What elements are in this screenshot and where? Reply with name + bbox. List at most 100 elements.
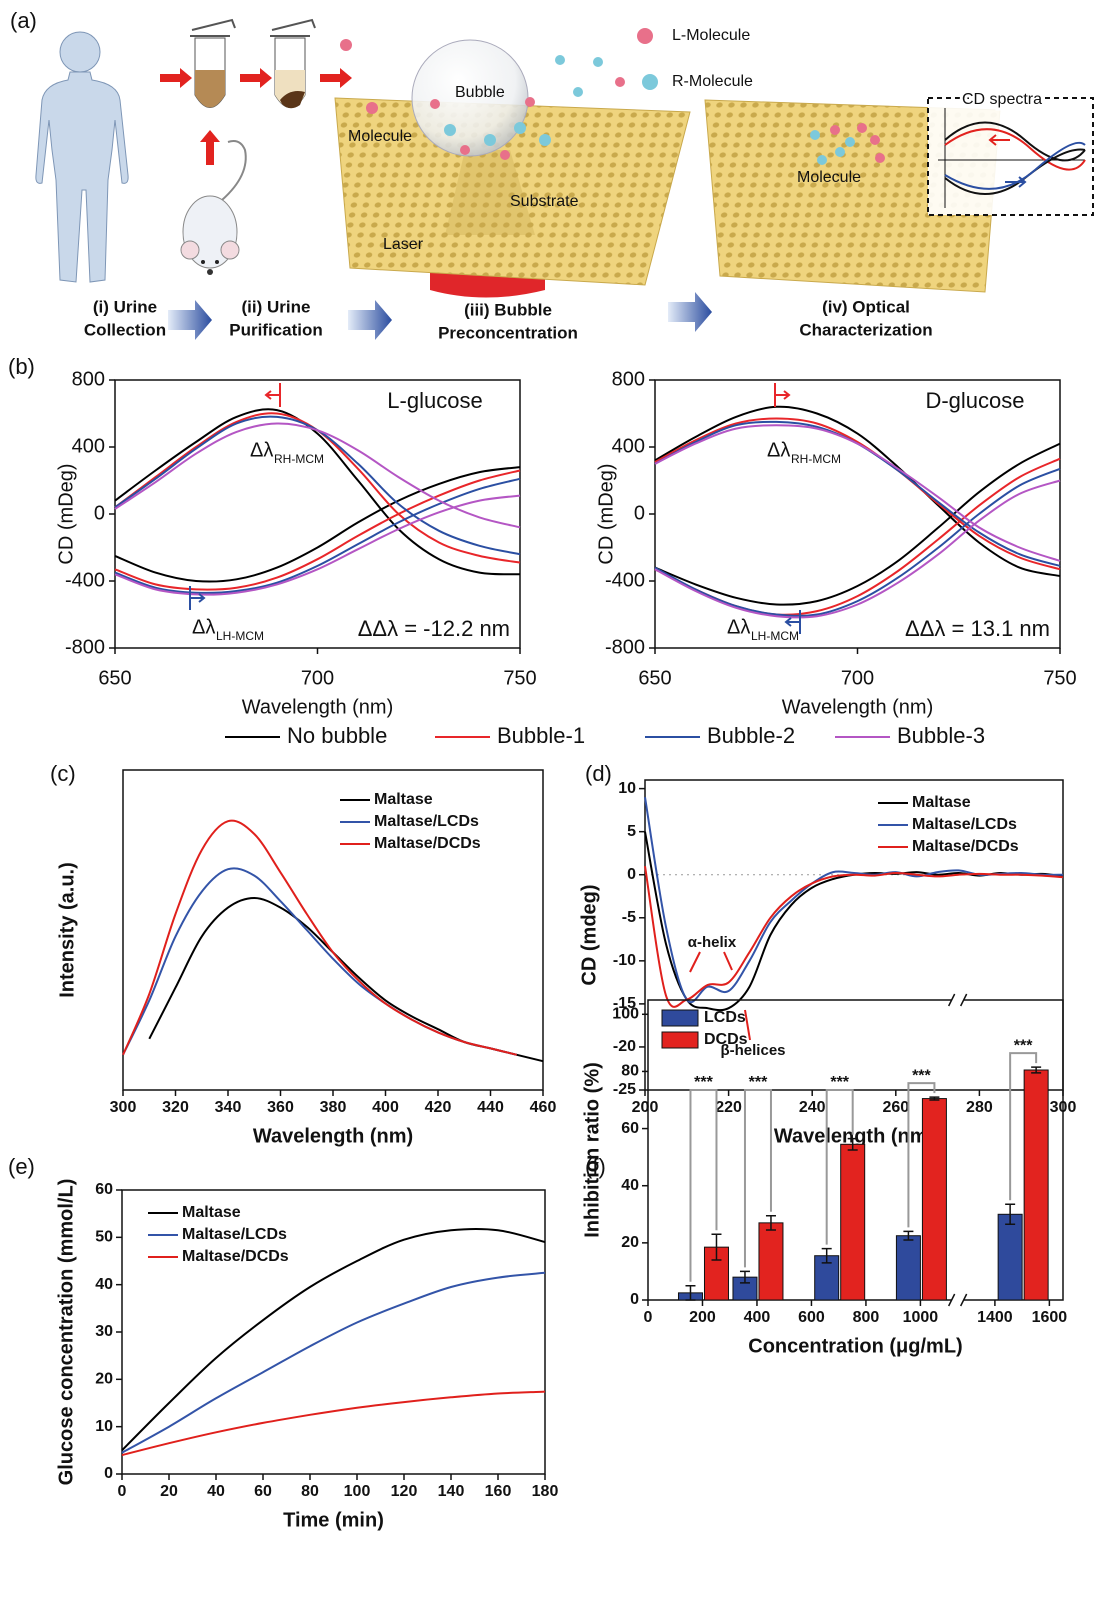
annotation: Δλ [727,616,750,638]
y-tick-label: -15 [613,995,636,1012]
y-tick-label: -400 [65,569,105,591]
annotation-arrow [689,951,751,1041]
y-tick-label: -5 [622,909,636,926]
error-bar [765,1214,776,1231]
line [654,442,1061,606]
step-label: Collection [84,320,166,339]
y-tick-label: 800 [612,368,645,390]
diagram-label: Molecule [348,128,412,145]
x-axis-title: Time (min) [283,1509,384,1531]
y-tick-label: 0 [630,1291,639,1308]
legend-label: LCDs [704,1009,746,1026]
step-label: (ii) Urine [242,297,311,316]
substrate [704,99,1001,293]
line [644,831,1064,1012]
y-tick-label: 50 [95,1229,113,1246]
legend-label: Maltase [182,1204,241,1221]
y-tick-label: 10 [95,1418,113,1435]
y-tick-label: 5 [627,823,636,840]
x-tick-label: 240 [799,1099,826,1116]
chart: 0 200 400 600 800 1000 1400 1600 0 20 40 60 80 100 Con… [581,993,1068,1357]
x-tick-label: 160 [485,1483,512,1500]
y-tick-label: 40 [621,1177,639,1194]
x-axis-title: Wavelength (nm) [253,1125,413,1147]
bar [1023,1069,1049,1301]
panel-label: (f) [585,1154,606,1179]
significance-label: *** [912,1067,931,1084]
x-tick-label: 1000 [903,1309,939,1326]
y-tick-label: 0 [634,502,645,524]
tube [270,18,316,109]
line [654,417,1061,571]
line [654,405,1061,577]
error-bar [929,1096,940,1101]
legend-label: DCDs [704,1031,748,1048]
x-tick-label: 220 [715,1099,742,1116]
x-tick-label: 380 [320,1099,347,1116]
legend-swatch [661,1031,699,1049]
significance-label: *** [749,1074,768,1091]
significance-bracket [743,1089,772,1268]
error-bar [711,1233,722,1261]
x-tick-label: 460 [530,1099,557,1116]
legend-label: Bubble-2 [707,723,795,748]
x-tick-label: 700 [841,667,874,689]
diagram-label: Substrate [510,193,579,210]
legend-label: Maltase/DCDs [912,838,1019,855]
chart: 300 320 340 360 380 400 420 440 460 Wavelength (n… [50,761,556,1147]
tube [190,18,236,108]
human-body [35,71,129,283]
y-tick-label: 20 [621,1234,639,1251]
annotation: β-helices [720,1042,785,1059]
line [114,422,521,529]
x-tick-label: 200 [632,1099,659,1116]
annotation: ΔΔλ = -12.2 nm [358,616,510,641]
line [654,467,1061,617]
x-tick-label: 60 [254,1483,272,1500]
x-tick-label: 120 [391,1483,418,1500]
panel-label: (a) [10,8,37,33]
line [121,1390,546,1457]
x-tick-label: 100 [344,1483,371,1500]
annotation-arrow [264,383,281,407]
y-tick-label: 60 [95,1181,113,1198]
line [114,477,521,594]
step-label: Purification [229,320,323,339]
y-tick-label: 100 [612,1006,639,1023]
legend-label: No bubble [287,723,387,748]
y-tick-label: 0 [94,502,105,524]
molecules [340,28,885,165]
error-bar [821,1247,832,1264]
step-label: (i) Urine [93,297,157,316]
y-axis-title: Intensity (a.u.) [56,862,78,998]
x-tick-label: 260 [882,1099,909,1116]
line [114,408,521,576]
y-tick-label: 30 [95,1323,113,1340]
legend-label: Maltase [374,791,433,808]
axis-break [951,1296,964,1304]
error-bar [1005,1203,1016,1226]
legend-label: Maltase/LCDs [912,816,1017,833]
panel-label: (e) [8,1154,35,1179]
legend-label: Maltase/DCDs [182,1248,289,1265]
x-tick-label: 800 [853,1309,880,1326]
bar [840,1143,866,1301]
x-tick-label: 1600 [1032,1309,1068,1326]
x-tick-label: 700 [301,667,334,689]
y-axis-title: CD (mDeg) [595,463,617,564]
x-tick-label: 650 [98,667,131,689]
chart: 650 700 750 -800 -400 0 400 800 Wavelength (nm) C… [595,368,1076,718]
annotation: Δλ [250,439,273,461]
annotation-sub: LH-MCM [751,629,799,643]
x-tick-label: 650 [638,667,671,689]
line [654,479,1061,619]
y-tick-label: 10 [618,780,636,797]
y-axis-title: Glucose concentration (mmol/L) [55,1179,77,1486]
y-tick-label: -10 [613,952,636,969]
line [114,415,521,556]
y-tick-label: 400 [72,435,105,457]
significance-bracket [907,1082,936,1228]
error-bar [685,1284,696,1301]
error-bar [847,1137,858,1151]
